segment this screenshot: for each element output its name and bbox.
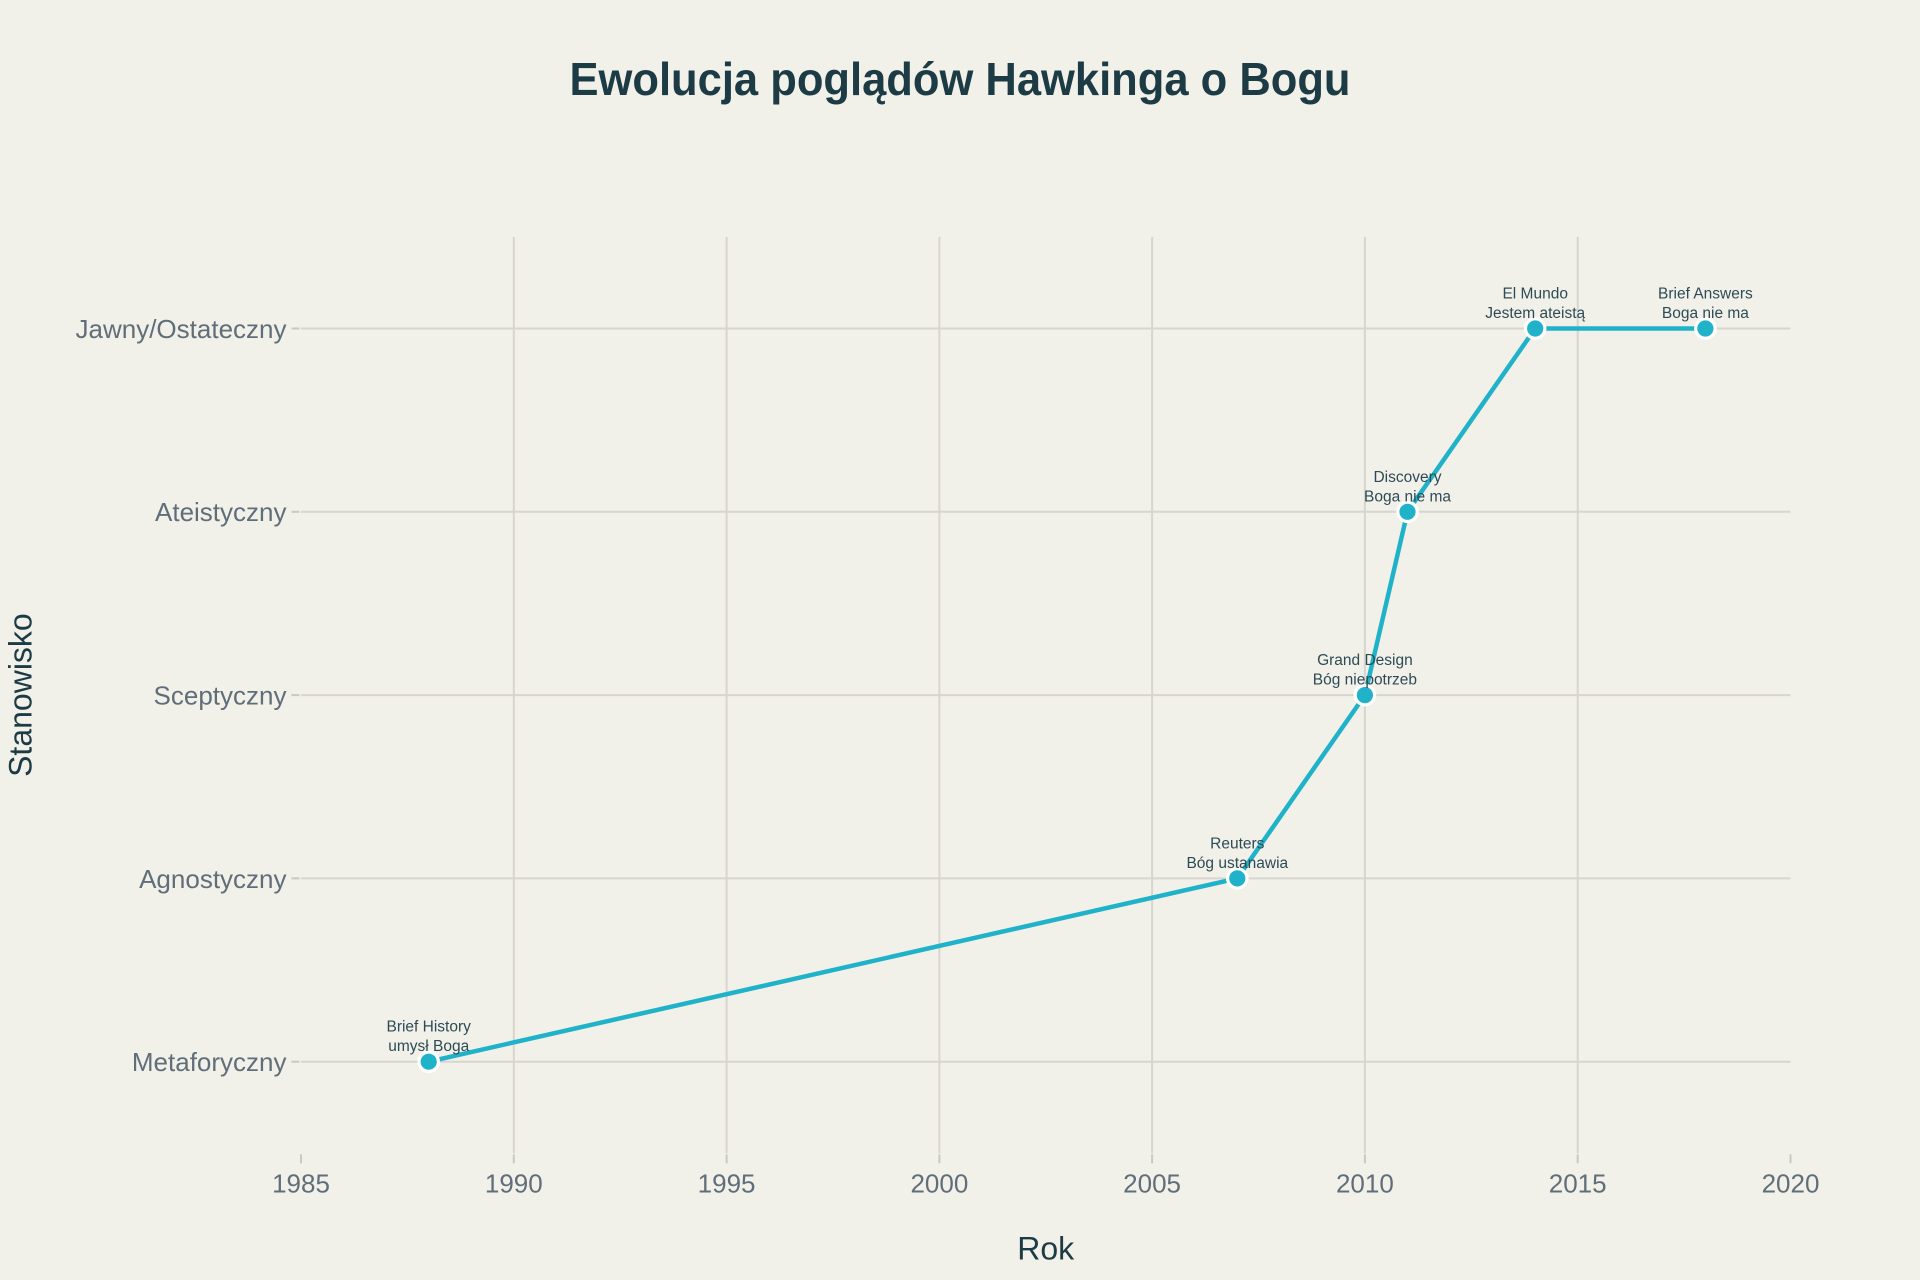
svg-text:Rok: Rok <box>1017 1230 1075 1266</box>
svg-text:El Mundo: El Mundo <box>1502 286 1567 303</box>
svg-text:2020: 2020 <box>1762 1169 1820 1199</box>
svg-text:1990: 1990 <box>485 1169 543 1199</box>
svg-text:Grand Design: Grand Design <box>1317 652 1413 669</box>
svg-text:Metaforyczny: Metaforyczny <box>132 1047 287 1077</box>
svg-text:Brief History: Brief History <box>386 1019 471 1036</box>
svg-text:Brief Answers: Brief Answers <box>1658 286 1753 303</box>
svg-text:2000: 2000 <box>910 1169 968 1199</box>
svg-text:Boga nie ma: Boga nie ma <box>1364 488 1451 505</box>
svg-text:1995: 1995 <box>698 1169 756 1199</box>
svg-text:2015: 2015 <box>1549 1169 1607 1199</box>
svg-text:2005: 2005 <box>1123 1169 1181 1199</box>
svg-text:Stanowisko: Stanowisko <box>3 613 39 777</box>
svg-text:Ateistyczny: Ateistyczny <box>155 497 287 527</box>
svg-text:Bóg ustanawia: Bóg ustanawia <box>1186 855 1288 872</box>
svg-text:1985: 1985 <box>272 1169 330 1199</box>
svg-text:Bóg niepotrzeb: Bóg niepotrzeb <box>1313 672 1417 689</box>
svg-text:umysł Boga: umysł Boga <box>388 1038 469 1055</box>
svg-text:Ewolucja poglądów Hawkinga o B: Ewolucja poglądów Hawkinga o Bogu <box>570 53 1351 105</box>
svg-text:Jawny/Ostateczny: Jawny/Ostateczny <box>76 314 287 344</box>
svg-text:Reuters: Reuters <box>1210 835 1265 852</box>
svg-text:Agnostyczny: Agnostyczny <box>139 864 286 894</box>
svg-text:Discovery: Discovery <box>1373 469 1441 486</box>
svg-text:2010: 2010 <box>1336 1169 1394 1199</box>
svg-text:Jestem ateistą: Jestem ateistą <box>1485 305 1585 322</box>
svg-text:Sceptyczny: Sceptyczny <box>154 681 287 711</box>
svg-text:Boga nie ma: Boga nie ma <box>1662 305 1749 322</box>
